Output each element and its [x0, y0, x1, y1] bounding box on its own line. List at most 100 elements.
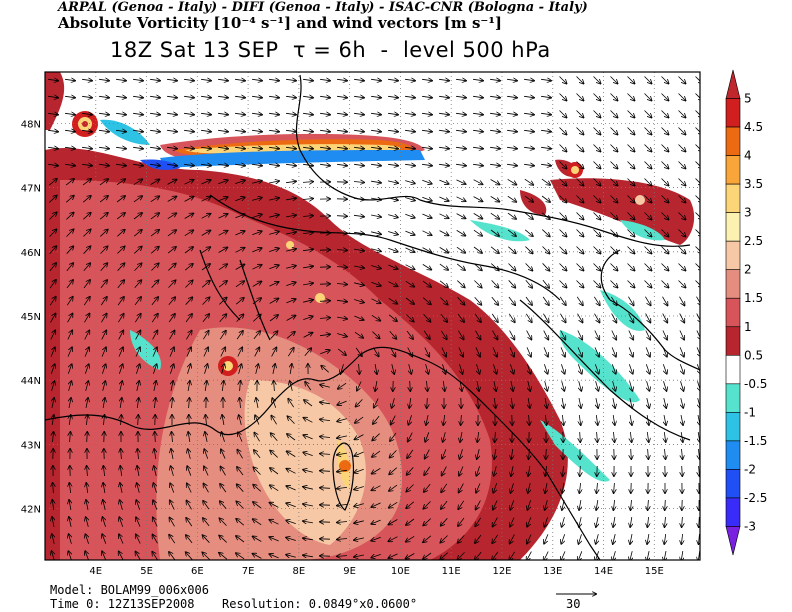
wind-vector	[49, 213, 56, 220]
wind-vector	[613, 517, 615, 527]
wind-vector	[70, 432, 71, 443]
wind-vector	[254, 450, 261, 459]
wind-vector	[389, 484, 398, 491]
wind-vector	[579, 414, 580, 425]
wind-vector	[507, 96, 517, 97]
wind-vector	[542, 229, 549, 237]
wind-vector	[371, 232, 381, 234]
wind-vector	[254, 433, 260, 442]
wind-vector	[121, 449, 122, 460]
wind-vector	[627, 178, 635, 186]
wind-vector	[662, 330, 667, 340]
wind-vector	[184, 197, 194, 202]
wind-vector	[524, 164, 534, 165]
wind-vector	[593, 212, 601, 220]
wind-vector	[133, 113, 143, 114]
wind-vector	[493, 364, 496, 373]
wind-vector	[100, 246, 108, 254]
wind-vector	[678, 229, 686, 237]
wind-vector	[389, 501, 398, 507]
wind-vector	[661, 144, 669, 152]
wind-vector	[354, 331, 363, 338]
wind-vector	[440, 535, 448, 543]
wind-vector	[167, 96, 177, 97]
wind-vector	[456, 79, 466, 80]
wind-vector	[695, 110, 700, 118]
wind-vector	[561, 364, 564, 373]
wind-vector	[406, 314, 413, 322]
wind-vector	[439, 230, 449, 236]
wind-vector	[171, 381, 173, 391]
wind-vector	[202, 553, 210, 560]
wind-vector	[186, 347, 191, 357]
wind-vector	[236, 314, 244, 322]
wind-vector	[218, 281, 227, 288]
wind-vector	[525, 279, 532, 288]
wind-vector	[287, 469, 296, 474]
wind-vector	[220, 501, 227, 510]
wind-vector	[541, 113, 551, 114]
wind-vector	[135, 347, 140, 357]
wind-vector	[406, 330, 413, 339]
wind-vector	[303, 504, 313, 506]
wind-vector	[627, 263, 635, 271]
wind-vector	[559, 212, 567, 220]
wind-vector	[188, 449, 191, 459]
wind-vector	[269, 265, 278, 270]
wind-vector	[221, 449, 226, 459]
wind-vector	[456, 113, 466, 114]
wind-vector	[270, 503, 279, 508]
wind-vector	[577, 364, 581, 373]
wind-vector	[269, 130, 279, 131]
wind-vector	[167, 230, 176, 237]
wind-vector	[389, 519, 398, 525]
wind-vector	[50, 331, 55, 340]
wind-vector	[187, 501, 192, 510]
wind-vector	[562, 517, 565, 527]
wind-vector	[507, 147, 517, 148]
wind-vector	[524, 229, 533, 236]
wind-vector	[201, 214, 211, 219]
wind-vector	[337, 147, 347, 148]
wind-vector	[171, 466, 174, 476]
wind-vector	[286, 486, 296, 491]
wind-vector	[205, 364, 208, 374]
wind-vector	[664, 551, 666, 560]
wind-vector	[510, 517, 515, 527]
wind-vector	[286, 113, 296, 114]
wind-vector	[353, 182, 364, 183]
colorbar-swatch	[725, 155, 741, 185]
wind-vector	[320, 113, 330, 114]
wind-vector	[103, 398, 105, 408]
wind-vector	[341, 364, 344, 374]
wind-vector	[83, 246, 91, 254]
wind-vector	[422, 264, 431, 269]
wind-vector	[354, 79, 364, 80]
wind-vector	[477, 431, 478, 442]
wind-vector	[302, 216, 313, 217]
wind-vector	[337, 317, 347, 319]
wind-vector	[270, 485, 279, 492]
wind-vector	[424, 347, 429, 357]
wind-vector	[490, 113, 500, 114]
wind-vector	[219, 553, 228, 560]
wind-vector	[388, 297, 397, 303]
wind-vector	[185, 314, 192, 323]
wind-vector	[167, 113, 177, 114]
wind-vector	[576, 178, 584, 186]
wind-vector	[238, 432, 243, 442]
wind-vector	[269, 79, 279, 80]
wind-vector	[65, 113, 75, 114]
wind-vector	[559, 161, 567, 169]
wind-vector	[154, 398, 155, 409]
wind-vector	[184, 130, 194, 131]
wind-vector	[69, 500, 71, 510]
wind-vector	[473, 79, 483, 80]
colorbar-label: 4	[744, 149, 752, 163]
wind-vector	[151, 280, 159, 288]
wind-vector	[679, 330, 684, 340]
wind-vector	[82, 164, 92, 165]
wind-vector	[286, 164, 296, 165]
wind-vector	[665, 516, 666, 527]
wind-vector	[492, 551, 499, 560]
